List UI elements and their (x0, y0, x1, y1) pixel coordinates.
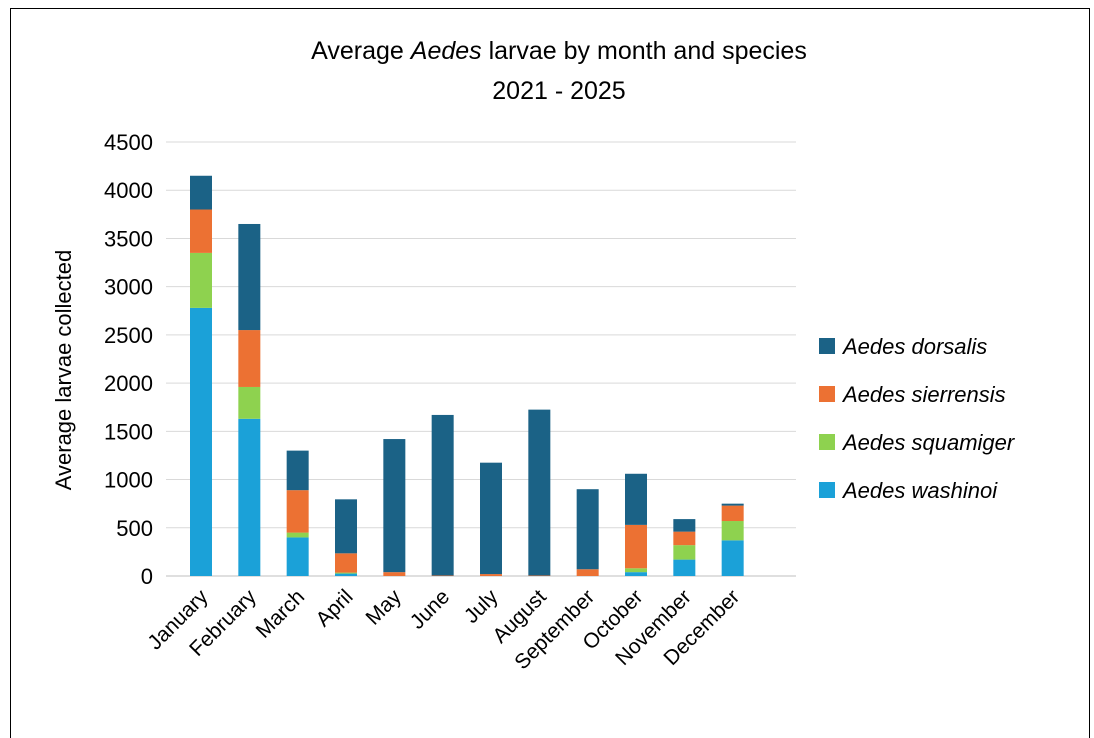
y-axis-label: Average larvae collected (51, 250, 76, 491)
bar-segment (190, 308, 212, 576)
y-tick-label: 1000 (104, 468, 153, 493)
bar-segment (528, 410, 550, 576)
legend-swatch (819, 434, 835, 450)
y-tick-label: 4000 (104, 178, 153, 203)
chart-title: Average Aedes larvae by month and specie… (311, 37, 807, 65)
y-tick-label: 2500 (104, 323, 153, 348)
bar-segment (335, 573, 357, 574)
bar-segment (287, 451, 309, 491)
bar-segment (238, 419, 260, 576)
legend-label: Aedes dorsalis (841, 334, 987, 359)
bar-segment (335, 499, 357, 553)
bar-segment (673, 560, 695, 576)
y-tick-label: 1500 (104, 419, 153, 444)
y-tick-label: 4500 (104, 130, 153, 155)
bar-segment (238, 387, 260, 419)
y-tick-label: 0 (141, 564, 153, 589)
bar-segment (383, 439, 405, 572)
legend-swatch (819, 482, 835, 498)
bar-segment (190, 253, 212, 308)
legend-label: Aedes squamiger (841, 430, 1016, 455)
y-tick-label: 3500 (104, 226, 153, 251)
bar-segment (625, 525, 647, 568)
bar-segment (673, 519, 695, 532)
bar-segment (287, 490, 309, 532)
bar-segment (625, 474, 647, 525)
bar-segment (625, 572, 647, 576)
bar-segment (673, 545, 695, 559)
bar-segment (287, 537, 309, 576)
bar-segment (722, 506, 744, 521)
bar-segment (625, 568, 647, 572)
bar-segment (287, 533, 309, 538)
bar-segment (722, 521, 744, 540)
chart-frame: Average Aedes larvae by month and specie… (10, 8, 1090, 738)
chart-subtitle: 2021 - 2025 (492, 77, 625, 105)
bar-segment (722, 504, 744, 506)
bar-segment (190, 210, 212, 253)
bar-segment (335, 574, 357, 576)
x-tick-label: July (460, 585, 503, 628)
bar-segment (577, 489, 599, 569)
y-tick-label: 3000 (104, 275, 153, 300)
y-tick-labels: 0 500 1000 1500 2000 2500 3000 3500 4000 4500 (104, 130, 153, 589)
y-tick-label: 500 (116, 516, 153, 541)
chart-title-part: Average (311, 37, 411, 65)
bar-layer (190, 176, 744, 576)
legend-swatch (819, 338, 835, 354)
bar-segment (432, 415, 454, 576)
x-tick-label: March (252, 585, 310, 643)
legend: Aedes dorsalis Aedes sierrensis Aedes squa… (819, 334, 1016, 503)
bar-segment (673, 532, 695, 546)
legend-label: Aedes washinoi (841, 478, 998, 503)
bar-segment (238, 224, 260, 330)
legend-label: Aedes sierrensis (841, 382, 1006, 407)
bar-segment (335, 553, 357, 572)
bar-segment (238, 330, 260, 387)
x-tick-label: April (312, 585, 358, 631)
bar-segment (190, 176, 212, 210)
y-tick-label: 2000 (104, 371, 153, 396)
chart-svg: Average Aedes larvae by month and specie… (11, 9, 1091, 731)
x-tick-label: May (362, 585, 407, 630)
bar-segment (480, 463, 502, 574)
bar-segment (383, 572, 405, 576)
chart-title-part: Aedes (409, 37, 482, 65)
chart-title-part: larvae by month and species (482, 37, 807, 65)
bar-segment (722, 540, 744, 576)
bar-segment (480, 574, 502, 576)
legend-swatch (819, 386, 835, 402)
x-tick-label: June (406, 585, 454, 633)
bar-segment (577, 569, 599, 576)
